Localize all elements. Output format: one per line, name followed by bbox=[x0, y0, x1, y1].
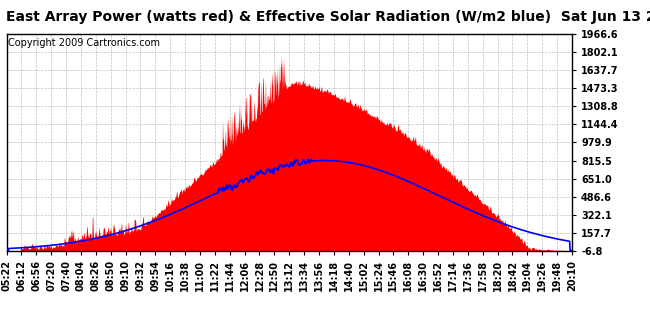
Text: East Array Power (watts red) & Effective Solar Radiation (W/m2 blue)  Sat Jun 13: East Array Power (watts red) & Effective… bbox=[6, 10, 650, 24]
Text: Copyright 2009 Cartronics.com: Copyright 2009 Cartronics.com bbox=[8, 38, 160, 48]
